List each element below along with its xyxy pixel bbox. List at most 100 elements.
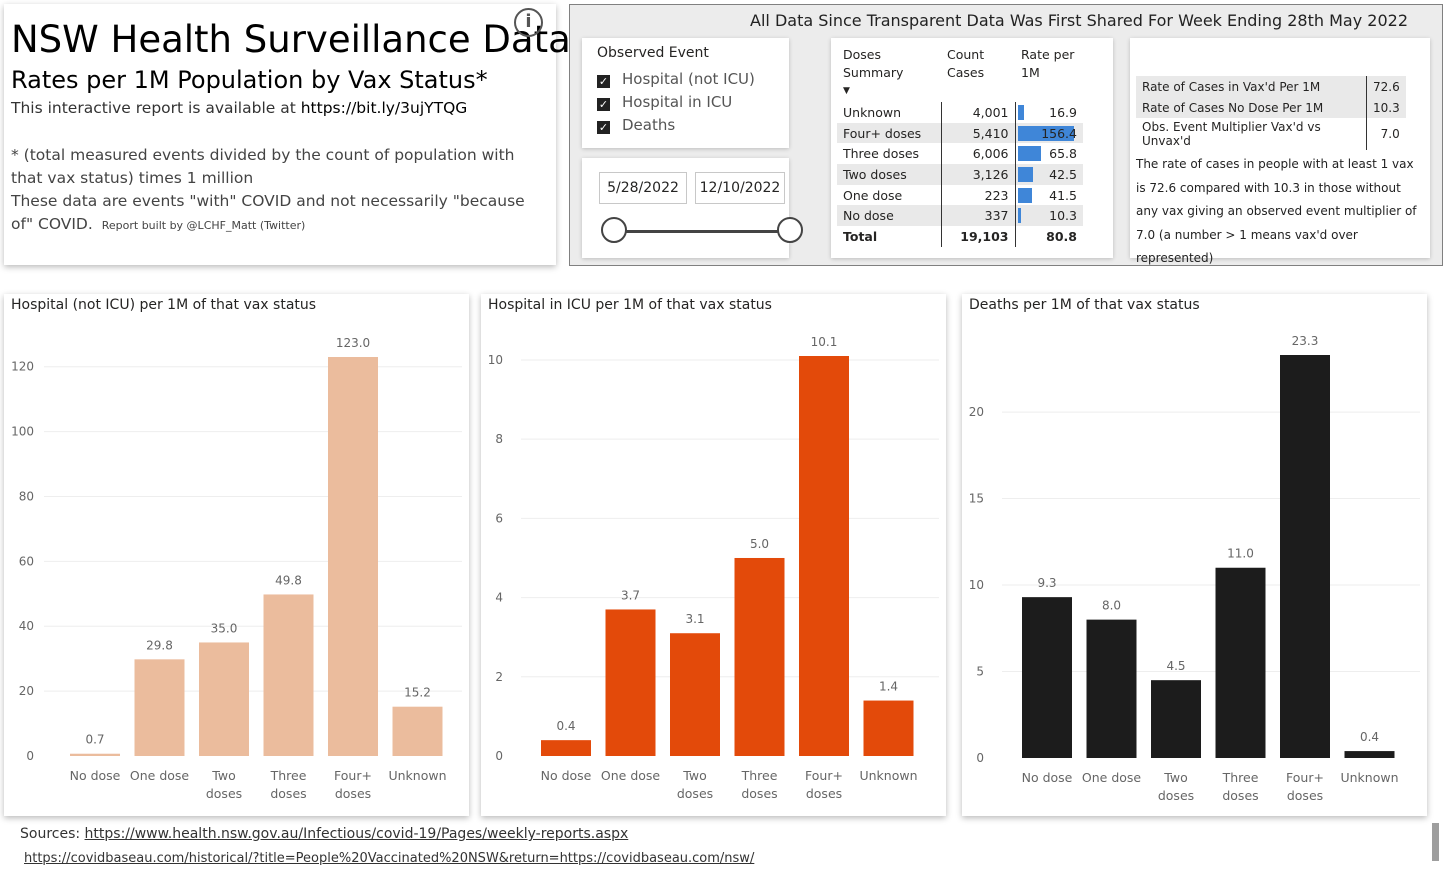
y-tick-label: 80 xyxy=(19,489,34,503)
bar[interactable] xyxy=(541,740,591,756)
vertical-scrollbar[interactable] xyxy=(1432,823,1439,861)
rate-value: 10.3 xyxy=(1366,97,1406,118)
table-row[interactable]: No dose 337 10.3 xyxy=(837,205,1083,227)
count-cell: 223 xyxy=(941,184,1016,206)
table-row[interactable]: Two doses 3,126 42.5 xyxy=(837,164,1083,185)
rate-value: 7.0 xyxy=(1380,127,1400,141)
rate-label: Rate of Cases in Vax'd Per 1M xyxy=(1136,76,1367,97)
x-tick-label: doses xyxy=(1287,788,1323,803)
bar[interactable] xyxy=(263,594,314,756)
bar[interactable] xyxy=(328,357,378,756)
x-tick-label: doses xyxy=(677,786,713,801)
slicer-option-deaths[interactable]: ✓ Deaths xyxy=(597,116,675,134)
bar[interactable] xyxy=(734,557,785,756)
notes: * (total measured events divided by the … xyxy=(11,144,546,237)
checkbox-checked-icon[interactable]: ✓ xyxy=(597,75,610,88)
x-tick-label: doses xyxy=(806,786,842,801)
rate-cell: 16.9 xyxy=(1015,102,1083,123)
source-link-nsw-health[interactable]: https://www.health.nsw.gov.au/Infectious… xyxy=(84,826,629,842)
bar[interactable] xyxy=(1215,567,1266,758)
date-slider-track[interactable] xyxy=(614,230,790,233)
data-label: 1.4 xyxy=(879,680,898,694)
date-slider-start-handle[interactable] xyxy=(601,217,627,243)
bar[interactable] xyxy=(799,356,849,756)
column-header-count[interactable]: Count Cases xyxy=(947,47,985,80)
checkbox-checked-icon[interactable]: ✓ xyxy=(597,121,610,134)
date-slider-end-handle[interactable] xyxy=(777,217,803,243)
header-label: Doses Summary xyxy=(843,47,904,80)
x-tick-label: Three xyxy=(741,768,778,783)
total-rate: 80.8 xyxy=(1046,228,1077,244)
column-header-doses[interactable]: Doses Summary ▼ xyxy=(837,44,941,102)
bar[interactable] xyxy=(70,753,120,756)
rate-cell: 41.5 xyxy=(1015,185,1083,206)
x-tick-label: doses xyxy=(335,786,371,801)
x-tick-label: Unknown xyxy=(388,768,446,783)
data-label: 123.0 xyxy=(336,336,370,350)
rate-value: 10.3 xyxy=(1049,208,1077,224)
bar[interactable] xyxy=(392,706,443,756)
x-tick-label: doses xyxy=(1158,788,1194,803)
bar[interactable] xyxy=(134,659,185,756)
footnote-definition: * (total measured events divided by the … xyxy=(11,146,515,187)
x-tick-label: Three xyxy=(1222,770,1259,785)
checkbox-checked-icon[interactable]: ✓ xyxy=(597,98,610,111)
bar[interactable] xyxy=(1022,597,1072,758)
rate-value: 16.9 xyxy=(1049,104,1077,120)
rate-value: 72.6 xyxy=(1366,76,1406,97)
bar[interactable] xyxy=(1151,680,1201,758)
column-header-rate[interactable]: Rate per 1M xyxy=(1021,47,1075,80)
data-label: 5.0 xyxy=(750,537,769,551)
end-date-input[interactable]: 12/10/2022 xyxy=(695,172,785,204)
rate-value: 41.5 xyxy=(1049,187,1077,203)
data-label: 9.3 xyxy=(1037,576,1056,590)
slicer-option-icu[interactable]: ✓ Hospital in ICU xyxy=(597,93,732,111)
y-tick-label: 10 xyxy=(488,353,503,367)
bar[interactable] xyxy=(199,642,249,756)
y-tick-label: 40 xyxy=(19,619,34,633)
rate-data-bar xyxy=(1017,125,1074,141)
sources-label: Sources: xyxy=(20,826,85,842)
rate-cell: 65.8 xyxy=(1015,143,1083,164)
table-row[interactable]: Three doses 6,006 65.8 xyxy=(837,143,1083,165)
y-tick-label: 120 xyxy=(11,360,34,374)
bar[interactable] xyxy=(863,700,914,756)
table-row[interactable]: One dose 223 41.5 xyxy=(837,184,1083,206)
byline: Report built by @LCHF_Matt (Twitter) xyxy=(101,219,306,232)
y-tick-label: 5 xyxy=(976,665,984,679)
sort-down-icon[interactable]: ▼ xyxy=(843,86,850,96)
y-tick-label: 20 xyxy=(19,684,34,698)
bar[interactable] xyxy=(670,633,720,756)
doses-summary-card: Doses Summary ▼ Count Cases Rate per 1M U… xyxy=(831,38,1113,258)
bar[interactable] xyxy=(1344,751,1395,758)
x-tick-label: No dose xyxy=(1022,770,1073,785)
y-tick-label: 0 xyxy=(495,749,503,763)
info-icon[interactable]: i xyxy=(514,8,543,37)
slicer-option-hospital[interactable]: ✓ Hospital (not ICU) xyxy=(597,70,755,88)
total-label: Total xyxy=(837,226,942,247)
chart-deaths-svg: 0 5 10 15 20 9.3 No dose 8.0 One dose 4.5 Two doses… xyxy=(969,334,1420,803)
rate-data-bar xyxy=(1017,187,1033,203)
bar[interactable] xyxy=(1086,619,1137,758)
data-label: 10.1 xyxy=(811,335,838,349)
data-label: 4.5 xyxy=(1166,659,1185,673)
x-tick-label: doses xyxy=(206,786,242,801)
chart-hospital-not-icu-svg: 0 20 40 60 80 100 120 0.7 No dose 29.8 One dose 35.… xyxy=(11,336,462,801)
table-row[interactable]: Unknown 4,001 16.9 xyxy=(837,102,1083,123)
start-date-input[interactable]: 5/28/2022 xyxy=(599,172,687,204)
y-tick-label: 10 xyxy=(969,578,984,592)
count-cell: 4,001 xyxy=(941,102,1016,123)
dose-label: One dose xyxy=(837,184,942,206)
bar[interactable] xyxy=(1280,355,1330,758)
x-tick-label: Four+ xyxy=(805,768,843,783)
report-link[interactable]: https://bit.ly/3ujYTQG xyxy=(300,99,468,117)
source-link-covidbaseau[interactable]: https://covidbaseau.com/historical/?titl… xyxy=(24,851,755,866)
dose-label: No dose xyxy=(837,205,942,227)
bar[interactable] xyxy=(605,609,656,756)
page-title: NSW Health Surveillance Data xyxy=(11,18,571,61)
y-tick-label: 0 xyxy=(26,749,34,763)
table-row[interactable]: Four+ doses 5,410 156.4 xyxy=(837,122,1083,144)
rate-data-bar xyxy=(1017,105,1024,120)
count-cell: 5,410 xyxy=(941,122,1016,144)
dose-label: Three doses xyxy=(837,143,942,165)
